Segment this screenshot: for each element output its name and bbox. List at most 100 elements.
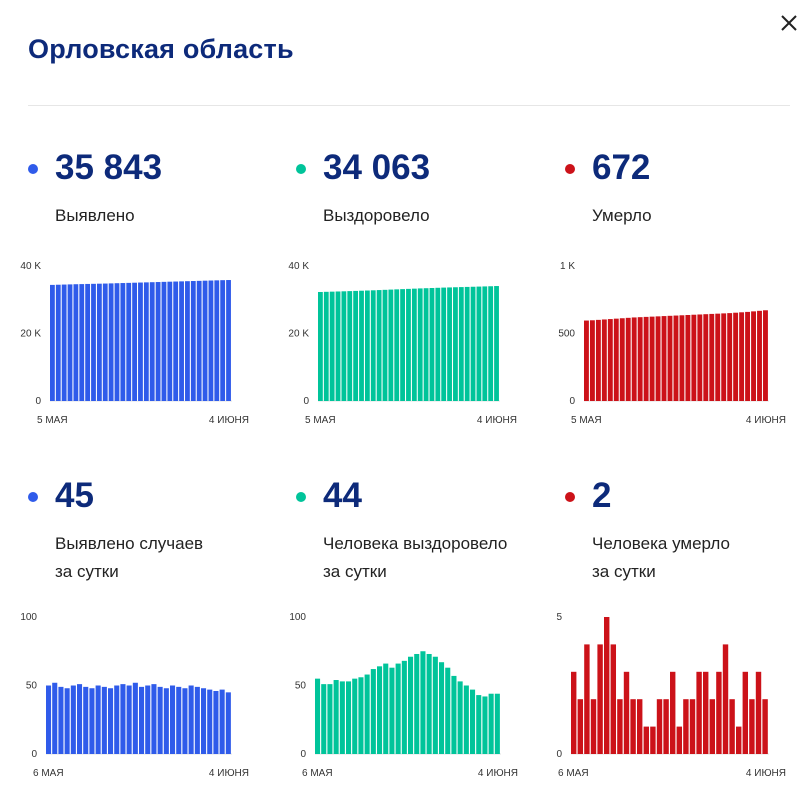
chart-bar [52,682,58,754]
x-end-label: 4 ИЮНЯ [746,768,786,779]
chart-bar [631,317,637,401]
chart-bar [89,688,95,754]
bar-chart: 0 50 100 6 МАЯ 4 ИЮНЯ [289,612,518,779]
chart-bar [114,283,120,401]
chart-bar [341,291,347,401]
y-tick-label: 50 [295,681,307,692]
chart-bar [201,688,207,754]
y-tick-label: 100 [20,612,37,623]
chart-bar [470,286,476,401]
chart-bar [190,281,196,401]
chart-bar [584,320,589,401]
chart-bar [408,656,414,754]
chart-bar [67,284,73,401]
x-start-label: 5 МАЯ [571,415,602,426]
chart-bar [715,313,721,401]
y-tick-label: 1 K [560,261,575,272]
chart-bar [727,313,733,401]
bar-chart: 0 20 K 40 K 5 МАЯ 4 ИЮНЯ [288,261,517,426]
chart-bar [601,319,607,401]
chart-bar [679,315,685,401]
chart-bar [114,685,120,754]
legend-dot [296,164,306,174]
chart-bar [406,288,411,401]
x-start-label: 6 МАЯ [558,768,589,779]
legend-dot [28,492,38,502]
y-tick-label: 0 [569,396,575,407]
chart-bar [571,671,577,754]
stat-value: 44 [323,476,362,515]
chart-bar [683,699,689,754]
chart-bar [220,280,226,401]
chart-bar [329,291,335,401]
chart-bar [691,314,697,401]
stat-value: 34 063 [323,148,431,187]
chart-bar [213,690,219,754]
stat-label: за сутки [55,562,119,581]
chart-bar [742,671,749,754]
chart-bar [377,666,383,754]
chart-bar [739,312,745,401]
chart-bar [132,682,138,754]
chart-bar [451,675,457,754]
chart-bar [359,290,364,401]
bar-chart: 0 500 1 K 5 МАЯ 4 ИЮНЯ [558,261,786,426]
chart-bar [637,317,643,401]
stat-label: Человека умерло [592,534,730,553]
chart-bar [318,291,323,401]
x-start-label: 6 МАЯ [302,768,333,779]
chart-bar [625,317,631,401]
y-tick-label: 0 [35,396,41,407]
bar-chart: 0 50 100 6 МАЯ 4 ИЮНЯ [20,612,249,779]
chart-bar [441,287,447,401]
stat-label: Выявлено случаев [55,534,204,553]
chart-bar [55,284,61,401]
chart-bar [613,318,619,401]
chart-bar [339,681,345,754]
chart-bar [207,689,213,754]
chart-bar [595,319,601,401]
close-button[interactable] [778,10,797,36]
chart-bar [176,686,182,754]
chart-bar [435,287,441,401]
chart-bar [388,289,394,401]
chart-bar [663,699,669,754]
chart-bar [656,699,663,754]
chart-bar [315,678,321,754]
chart-bar [157,686,163,754]
chart-bar [370,290,376,401]
chart-bar [762,699,768,754]
chart-bar [716,671,722,754]
chart-bar [667,315,673,401]
chart-bar [352,678,358,754]
chart-bar [58,686,64,754]
stat-value: 35 843 [55,148,163,187]
chart-bar [482,286,488,401]
chart-bar [225,692,231,754]
y-tick-label: 40 K [288,261,309,272]
stat-label: Выздоровело [323,206,430,225]
chart-bar [323,291,329,401]
chart-bar [401,660,407,754]
y-tick-label: 20 K [20,329,41,340]
chart-bar [64,688,70,754]
chart-bar [623,671,630,754]
chart-bar [417,288,423,401]
chart-bar [389,667,395,754]
chart-bar [685,315,691,401]
chart-bar [447,287,452,401]
chart-bar [703,314,709,401]
legend-dot [565,492,575,502]
chart-bar [126,282,132,402]
chart-bar [670,671,676,754]
stat-label: Умерло [592,206,652,225]
chart-bar [649,316,655,402]
chart-bar [721,313,727,401]
chart-bar [73,284,79,401]
chart-bar [376,290,382,401]
chart-bar [179,281,184,401]
chart-bar [132,282,137,401]
chart-bar [335,291,341,401]
chart-bar [597,644,603,754]
chart-bar [83,686,89,754]
